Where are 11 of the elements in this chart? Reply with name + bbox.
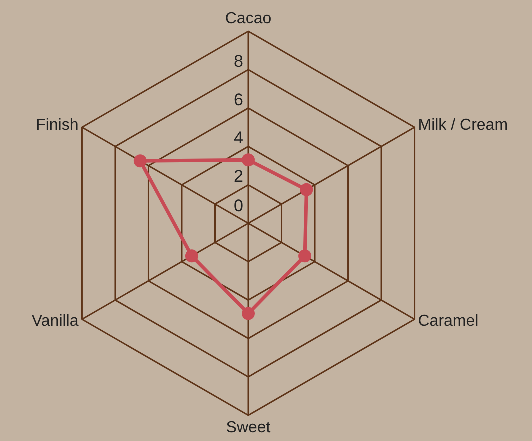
y-tick-label: 4	[234, 128, 244, 148]
spoke-label: Sweet	[226, 420, 272, 436]
y-tick-label: 6	[234, 90, 244, 110]
spoke-label: Milk / Cream	[418, 117, 508, 134]
y-tick-label: 2	[234, 167, 244, 186]
y-tick-label: 0	[234, 196, 244, 216]
spoke-label: Finish	[36, 117, 79, 134]
spoke-label: Caramel	[418, 313, 479, 330]
spoke-label: Cacao	[225, 10, 272, 28]
spoke-label: Vanilla	[32, 313, 79, 330]
y-tick-label: 8	[234, 52, 244, 71]
